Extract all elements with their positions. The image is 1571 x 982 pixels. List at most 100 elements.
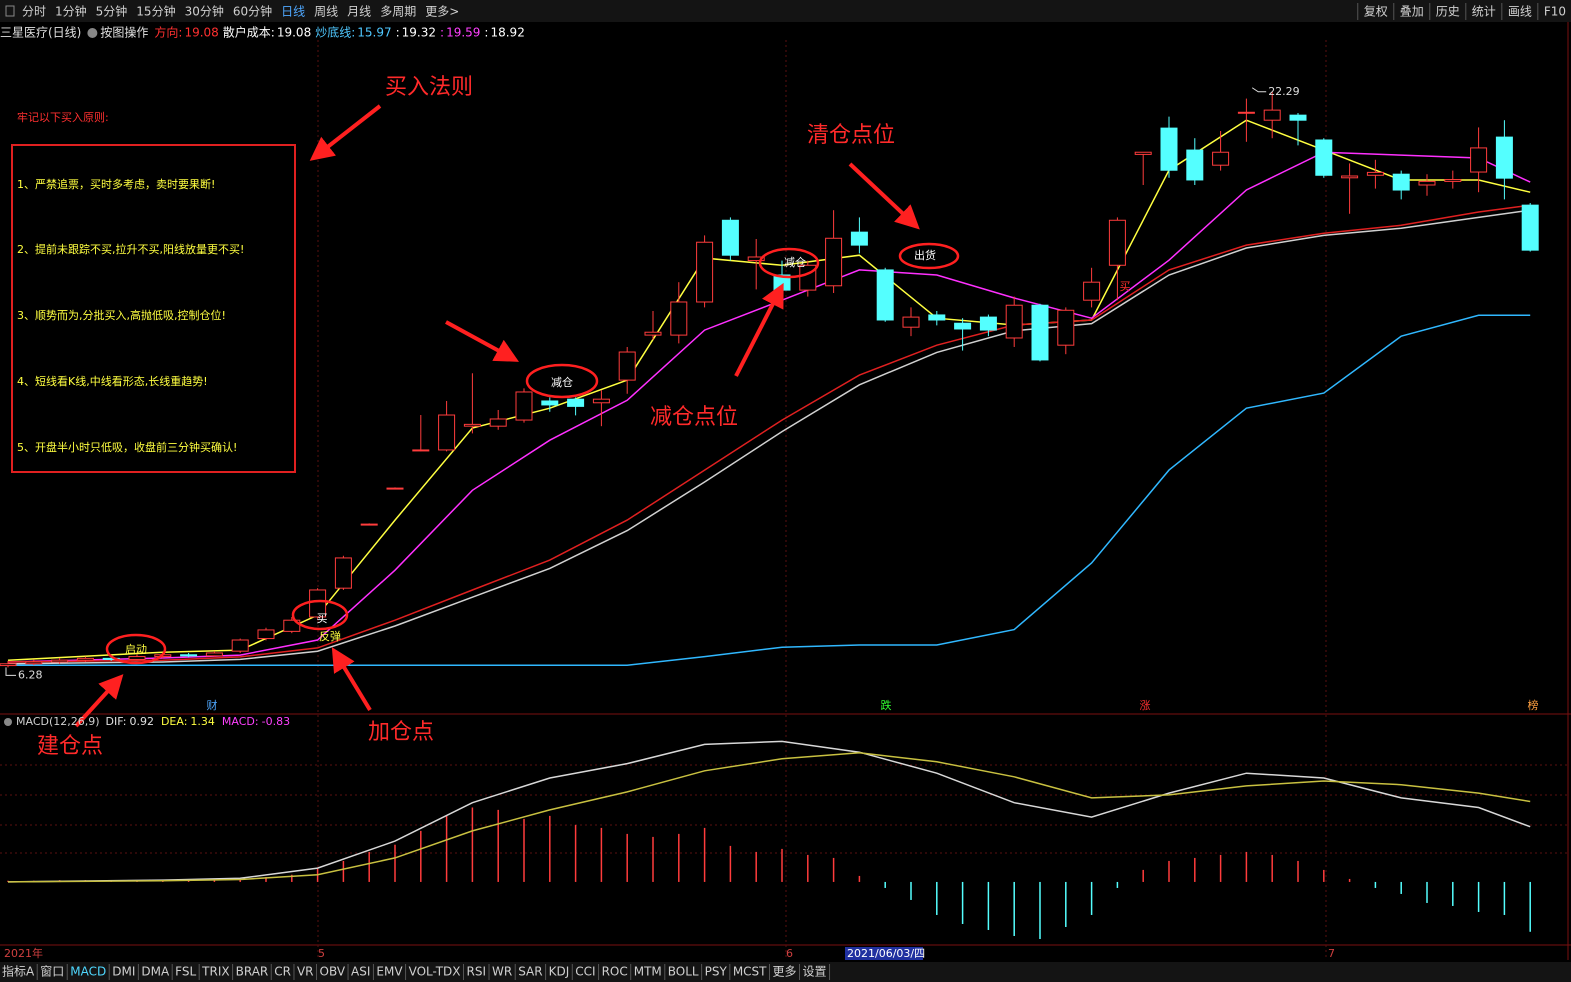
info-label: 方向: xyxy=(154,25,182,40)
candle-body xyxy=(257,629,275,640)
period-tab[interactable]: 5分钟 xyxy=(96,4,128,19)
date-label: 7 xyxy=(1328,947,1335,960)
rules-box xyxy=(11,144,296,473)
period-tab[interactable]: 15分钟 xyxy=(136,4,175,19)
indicator-tab[interactable]: 窗口 xyxy=(40,965,64,979)
indicator-tab[interactable]: TRIX xyxy=(201,965,229,979)
candle-body xyxy=(567,398,585,407)
top-toolbar xyxy=(0,0,1571,22)
info-value: 19.08 xyxy=(184,26,218,40)
period-tab[interactable]: 分时 xyxy=(22,5,46,19)
candle-body xyxy=(283,619,301,632)
candle-body xyxy=(128,656,146,660)
indicator-tab[interactable]: BRAR xyxy=(236,965,269,979)
macd-title: MACD(12,26,9) xyxy=(16,715,100,728)
indicator-tab[interactable]: MCST xyxy=(733,965,767,979)
candle-body xyxy=(1495,136,1513,179)
rule: 4、短线看K线,中线看形态,长线重趋势! xyxy=(17,374,208,388)
indicator-tab[interactable]: DMA xyxy=(141,965,170,979)
candle-body xyxy=(1212,151,1230,166)
indicator-tab[interactable]: MACD xyxy=(70,965,106,979)
candle-body xyxy=(1031,304,1049,361)
info-value: 19.08 xyxy=(277,26,311,40)
candle-body xyxy=(386,487,404,490)
indicator-tab[interactable]: BOLL xyxy=(668,965,699,979)
info-label: : xyxy=(440,26,444,40)
period-tab[interactable]: 多周期 xyxy=(380,5,416,19)
candle-body xyxy=(644,331,662,336)
date-cursor-bg xyxy=(845,947,923,960)
annotation: 减仓点位 xyxy=(650,405,738,430)
tool-button[interactable]: 画线 xyxy=(1508,5,1532,19)
info-label: : xyxy=(484,26,488,40)
indicator-tab[interactable]: EMV xyxy=(376,965,403,979)
indicator-tab[interactable]: RSI xyxy=(467,965,487,979)
macd-label: MACD: xyxy=(222,715,259,728)
indicator-tab[interactable]: 更多 xyxy=(773,965,797,979)
indicator-tab[interactable]: KDJ xyxy=(549,965,570,979)
candle-body xyxy=(334,557,352,589)
period-tab[interactable]: 更多> xyxy=(425,5,459,19)
indicator-tab[interactable]: VR xyxy=(297,965,314,979)
date-label: 5 xyxy=(318,947,325,960)
tool-button[interactable]: 复权 xyxy=(1364,5,1388,19)
candle-body xyxy=(1470,147,1488,173)
candle-body xyxy=(1160,127,1178,171)
period-tab[interactable]: 月线 xyxy=(347,5,371,19)
indicator-tab[interactable]: VOL-TDX xyxy=(409,965,461,979)
signal-label: 出货 xyxy=(914,248,936,262)
tool-button[interactable]: F10 xyxy=(1544,5,1566,19)
indicator-tab[interactable]: 指标A xyxy=(2,964,35,979)
tool-button[interactable]: 叠加 xyxy=(1400,5,1424,19)
event-marker: 财 xyxy=(207,698,218,712)
indicator-tab[interactable]: MTM xyxy=(634,965,662,979)
indicator-tab[interactable]: PSY xyxy=(705,965,728,979)
candle-body xyxy=(721,219,739,256)
ma-line xyxy=(8,314,1531,666)
candle-body xyxy=(180,654,198,657)
tool-button[interactable]: 历史 xyxy=(1436,5,1460,19)
candle-body xyxy=(954,322,972,330)
annotation: 加仓点 xyxy=(368,720,434,745)
indicator-tab[interactable]: OBV xyxy=(320,965,346,979)
indicator-tab[interactable]: CCI xyxy=(575,965,595,979)
indicator-tab[interactable]: ROC xyxy=(602,965,628,979)
period-tab[interactable]: 周线 xyxy=(314,5,338,19)
candle-body xyxy=(1237,111,1255,114)
indicator-tab[interactable]: WR xyxy=(492,965,512,979)
info-label: 炒底线: xyxy=(315,25,355,40)
candle-body xyxy=(412,449,430,452)
signal-label: 买 xyxy=(317,612,328,625)
macd-label: DIF: xyxy=(106,715,127,728)
candle-body xyxy=(1083,281,1101,301)
candle-body xyxy=(1186,149,1204,181)
period-tab[interactable]: 日线 xyxy=(281,5,305,19)
annotation: 买入法则 xyxy=(385,75,473,100)
indicator-tab[interactable]: CR xyxy=(274,965,291,979)
candle-body xyxy=(515,391,533,421)
info-value: 18.92 xyxy=(490,26,524,40)
stock-name: 三星医疗(日线) xyxy=(0,26,81,40)
candle-body xyxy=(1521,204,1539,251)
indicator-tab[interactable]: DMI xyxy=(112,965,135,979)
period-tab[interactable]: 1分钟 xyxy=(55,4,87,19)
macd-value: -0.83 xyxy=(262,715,290,728)
indicator-tab[interactable]: 设置 xyxy=(803,965,827,979)
candle-body xyxy=(438,414,456,451)
candle-body xyxy=(25,661,43,665)
indicator-tab[interactable]: FSL xyxy=(175,965,196,979)
ma-line xyxy=(7,151,1531,663)
candle-body xyxy=(102,657,120,660)
indicator-tab[interactable]: ASI xyxy=(351,965,370,979)
candle-body xyxy=(0,663,17,667)
arrows xyxy=(74,104,920,728)
mode[interactable]: 按图操作 xyxy=(100,25,148,40)
period-tab[interactable]: 30分钟 xyxy=(185,4,224,19)
candle-body xyxy=(205,652,223,657)
tool-button[interactable]: 统计 xyxy=(1472,5,1496,19)
info-value: 19.59 xyxy=(446,26,480,40)
period-tab[interactable]: 60分钟 xyxy=(233,4,272,19)
candle-body xyxy=(76,657,94,661)
candle-body xyxy=(1057,309,1075,346)
indicator-tab[interactable]: SAR xyxy=(518,965,542,979)
